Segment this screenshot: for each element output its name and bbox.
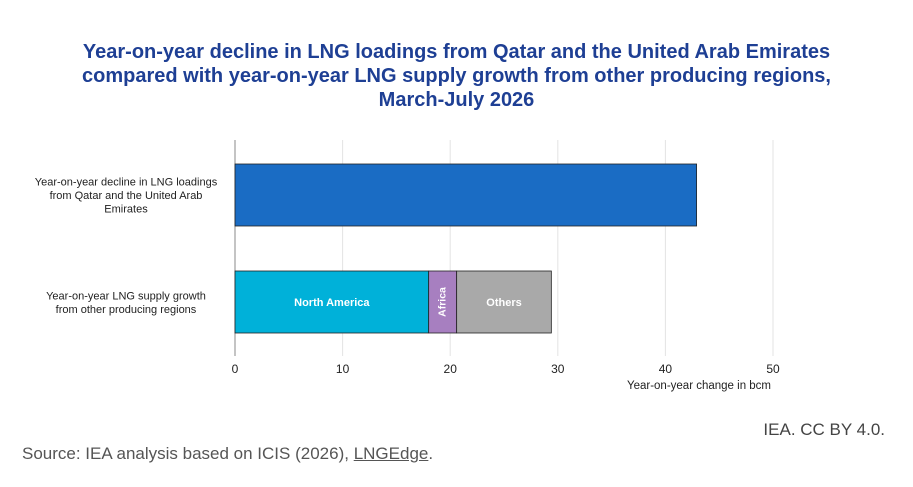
bar-segment bbox=[234, 270, 430, 334]
source-note: Source: IEA analysis based on ICIS (2026… bbox=[22, 444, 433, 464]
category-label: Emirates bbox=[104, 204, 148, 216]
chart-title: Year-on-year decline in LNG loadings fro… bbox=[0, 40, 913, 112]
x-tick-label: 20 bbox=[444, 362, 458, 376]
source-prefix: Source: IEA analysis based on ICIS (2026… bbox=[22, 444, 349, 463]
title-line-2: compared with year-on-year LNG supply gr… bbox=[82, 65, 831, 87]
category-label: from other producing regions bbox=[56, 304, 197, 316]
title-line-3: March-July 2026 bbox=[378, 89, 535, 111]
category-label: Year-on-year LNG supply growth bbox=[46, 290, 206, 302]
bar-segment bbox=[456, 270, 552, 334]
title-line-1: Year-on-year decline in LNG loadings fro… bbox=[82, 41, 831, 63]
category-label: from Qatar and the United Arab bbox=[50, 190, 203, 202]
source-link[interactable]: LNGEdge bbox=[353, 444, 429, 463]
x-axis-label: Year-on-year change in bcm bbox=[627, 380, 771, 392]
x-tick-label: 0 bbox=[232, 362, 239, 376]
bar-segment bbox=[428, 270, 458, 334]
x-tick-label: 10 bbox=[336, 362, 350, 376]
x-tick-label: 50 bbox=[766, 362, 780, 376]
bar-segment-label: North America bbox=[294, 297, 370, 309]
bar-segment-label: Africa bbox=[436, 287, 448, 317]
source-suffix: . bbox=[428, 444, 434, 463]
x-tick-label: 30 bbox=[551, 362, 565, 376]
credit-text: IEA. CC BY 4.0. bbox=[763, 420, 885, 439]
bar-segment bbox=[234, 163, 698, 227]
category-label: Year-on-year decline in LNG loadings bbox=[35, 177, 218, 189]
bar-segment-label: Others bbox=[486, 297, 521, 309]
x-tick-label: 40 bbox=[659, 362, 673, 376]
